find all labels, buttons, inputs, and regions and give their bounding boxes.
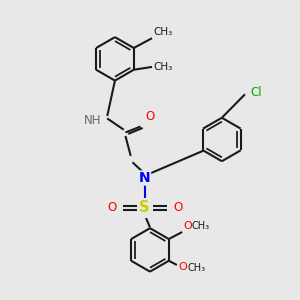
Text: N: N bbox=[139, 171, 151, 185]
Text: O: O bbox=[107, 201, 116, 214]
Text: CH₃: CH₃ bbox=[188, 263, 206, 274]
Text: O: O bbox=[173, 201, 182, 214]
Text: S: S bbox=[140, 200, 150, 215]
Text: O: O bbox=[146, 110, 155, 123]
Text: O: O bbox=[178, 262, 188, 272]
Text: O: O bbox=[183, 221, 192, 231]
Text: NH: NH bbox=[83, 114, 101, 127]
Text: CH₃: CH₃ bbox=[192, 221, 210, 231]
Text: Cl: Cl bbox=[250, 86, 262, 99]
Text: CH₃: CH₃ bbox=[153, 62, 172, 72]
Text: CH₃: CH₃ bbox=[153, 27, 172, 37]
